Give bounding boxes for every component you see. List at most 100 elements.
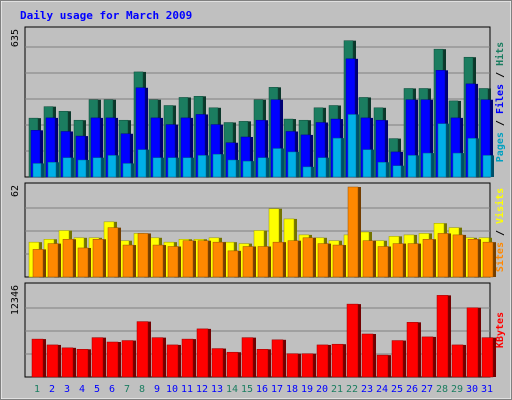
bar-sites [437, 233, 449, 278]
side-legend: Sites / Visits [494, 188, 506, 272]
bar-kbytes [301, 353, 314, 378]
bar-sites [467, 239, 479, 278]
bar-sites [332, 244, 344, 278]
bar-pages [377, 162, 387, 178]
y-max-label: 635 [10, 29, 21, 47]
x-tick-label: 12 [196, 384, 208, 395]
x-tick-label: 19 [301, 384, 313, 395]
x-tick-label: 27 [421, 384, 433, 395]
bar-pages [137, 149, 147, 178]
bar-kbytes [481, 337, 494, 378]
bar-kbytes [451, 344, 464, 378]
x-tick-label: 4 [79, 384, 85, 395]
legend-entry: Visits [494, 188, 506, 224]
bar-kbytes [211, 348, 224, 378]
bar-sites [452, 234, 464, 278]
x-tick-label: 30 [466, 384, 478, 395]
y-max-label: 12346 [10, 285, 21, 315]
bar-kbytes [91, 337, 104, 378]
x-tick-label: 29 [451, 384, 463, 395]
bar-kbytes [136, 321, 149, 378]
bar-kbytes [466, 307, 479, 378]
x-tick-label: 3 [64, 384, 70, 395]
bar-kbytes [391, 340, 404, 378]
bar-pages [422, 152, 432, 178]
x-tick-label: 31 [481, 384, 493, 395]
bar-pages [437, 123, 447, 178]
legend-entry: Pages [495, 132, 506, 162]
bar-sites [137, 233, 149, 278]
bar-sites [242, 246, 254, 278]
bar-kbytes [121, 340, 134, 378]
x-tick-label: 26 [406, 384, 418, 395]
bar-kbytes [106, 341, 119, 378]
chart-title: Daily usage for March 2009 [20, 9, 192, 22]
x-tick-label: 14 [226, 384, 238, 395]
x-tick-label: 23 [361, 384, 373, 395]
bar-kbytes [46, 344, 59, 378]
bar-kbytes [256, 349, 269, 378]
legend-separator: / [495, 224, 506, 242]
x-tick-label: 10 [166, 384, 178, 395]
bar-pages [47, 162, 57, 178]
x-tick-label: 22 [346, 384, 358, 395]
bar-pages [242, 160, 252, 178]
bar-kbytes [76, 349, 89, 378]
bar-pages [482, 155, 492, 178]
bar-kbytes [61, 347, 74, 378]
x-tick-label: 9 [154, 384, 160, 395]
bar-pages [287, 151, 297, 178]
bar-pages [167, 157, 177, 178]
bar-sites [47, 243, 59, 278]
legend-entry: Sites [494, 242, 506, 272]
bar-kbytes [346, 303, 359, 378]
bar-kbytes [271, 339, 284, 378]
bar-pages [332, 137, 342, 178]
bar-sites [197, 240, 209, 278]
x-tick-label: 2 [49, 384, 55, 395]
bar-sites [287, 240, 299, 278]
x-tick-label: 8 [139, 384, 145, 395]
bar-sites [272, 241, 284, 278]
bar-pages [317, 157, 327, 178]
x-tick-label: 20 [316, 384, 328, 395]
legend-separator: / [495, 66, 506, 84]
bar-sites [212, 241, 224, 278]
bar-pages [302, 166, 312, 178]
bar-kbytes [316, 344, 329, 378]
bar-sites [167, 246, 179, 278]
bar-sites [377, 246, 389, 278]
bar-pages [152, 157, 162, 178]
x-tick-label: 11 [181, 384, 193, 395]
bar-pages [62, 157, 72, 178]
x-tick-label: 13 [211, 384, 223, 395]
bar-pages [77, 159, 87, 178]
bar-kbytes [151, 337, 164, 378]
bar-kbytes [31, 338, 44, 378]
bar-kbytes [196, 328, 209, 378]
bar-pages [257, 157, 267, 178]
bar-sites [107, 227, 119, 278]
x-tick-label: 21 [331, 384, 343, 395]
hits-files-pages-panel: 635 Pages / Files / Hits [10, 26, 506, 178]
legend-entry: KBytes [495, 312, 506, 348]
legend-entry: Files [494, 84, 506, 114]
y-max-label: 62 [10, 185, 21, 197]
bar-sites [62, 239, 74, 278]
bar-pages [467, 138, 477, 178]
bar-sites [347, 186, 359, 278]
side-legend: KBytes [495, 312, 506, 348]
bar-sites [227, 250, 239, 278]
bar-kbytes [181, 338, 194, 378]
kbytes-panel: 12346 KBytes [10, 282, 506, 378]
bar-pages [107, 155, 117, 178]
bar-kbytes [406, 322, 419, 378]
bar-kbytes [166, 344, 179, 378]
bar-kbytes [421, 336, 434, 378]
bar-sites [257, 246, 269, 278]
bar-kbytes [361, 333, 374, 378]
bar-pages [272, 148, 282, 178]
bar-pages [347, 114, 357, 178]
